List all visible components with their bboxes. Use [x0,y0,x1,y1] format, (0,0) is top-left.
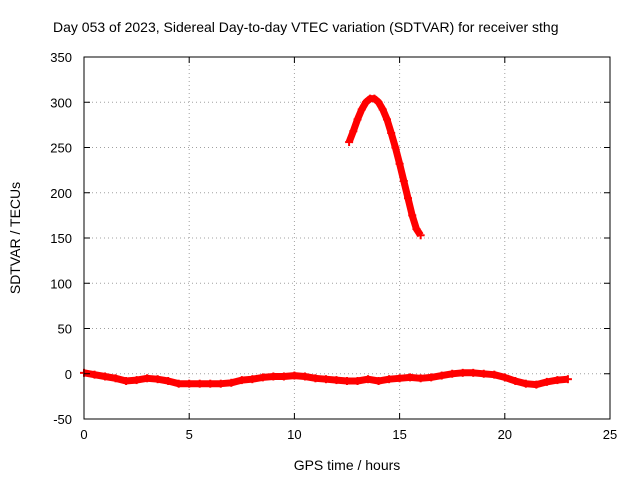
data-point [153,375,162,384]
data-point [300,372,309,381]
data-point [391,143,400,152]
data-layer [80,94,572,389]
data-point [511,376,520,385]
data-point [500,373,509,382]
y-axis-label: SDTVAR / TECUs [7,182,23,294]
data-point [427,373,436,382]
y-tick-label: 300 [50,95,72,110]
data-point [345,138,354,147]
data-point [437,371,446,380]
data-point [374,376,383,385]
y-tick-label: 350 [50,50,72,65]
data-point [416,231,425,240]
y-tick-label: 50 [58,322,72,337]
data-point [164,376,173,385]
data-point [521,379,530,388]
chart-title: Day 053 of 2023, Sidereal Day-to-day VTE… [53,19,559,35]
data-point [248,375,257,384]
plot-frame [83,56,611,420]
y-tick-label: 250 [50,141,72,156]
data-point [349,127,358,136]
data-point [408,211,417,220]
data-point [185,379,194,388]
data-point [258,373,267,382]
data-point [279,372,288,381]
y-tick-label: 200 [50,186,72,201]
data-point [370,94,379,103]
data-point [361,98,370,107]
data-point [332,376,341,385]
y-tick-label: 0 [65,367,72,382]
data-point [412,224,421,233]
data-point [532,380,541,389]
data-point [395,159,404,168]
data-point [374,98,383,107]
y-tick-label: 150 [50,231,72,246]
data-point [364,375,373,384]
x-tick-label: 15 [392,427,406,442]
data-point [399,176,408,185]
data-point [553,376,562,385]
data-point [143,374,152,383]
data-point [195,379,204,388]
data-point [448,369,457,378]
data-point [290,371,299,380]
data-point [237,376,246,385]
tick-layer: 0 5 10 15 20 25 -50 0 50 100 150 200 250 300 350 [50,50,617,442]
data-point [122,376,131,385]
data-point [227,378,236,387]
data-point [216,379,225,388]
data-point [343,376,351,385]
data-point [458,368,467,377]
grid-layer [84,57,610,419]
data-point [395,374,404,383]
x-axis-label: GPS time / hours [294,457,401,473]
data-point [353,115,362,124]
data-point [542,377,551,386]
data-point [563,375,572,384]
x-tick-label: 10 [287,427,301,442]
data-point [382,115,391,124]
x-tick-label: 20 [498,427,512,442]
data-point [490,370,499,379]
data-point [111,374,120,383]
data-point [353,376,362,385]
data-point [101,372,110,381]
data-point [385,375,394,384]
x-tick-label: 25 [603,427,617,442]
data-point [269,372,278,381]
data-point [378,105,387,114]
data-point [404,194,413,203]
y-tick-label: 100 [50,276,72,291]
data-point [321,375,330,384]
data-point [416,374,425,383]
data-point [406,373,415,382]
data-point [132,376,141,385]
data-point [387,129,396,138]
data-point [357,105,366,114]
data-point [479,369,488,378]
data-point [469,368,478,377]
y-tick-label: -50 [53,412,72,427]
data-point [90,370,99,379]
data-point [174,379,183,388]
data-point [206,379,215,388]
x-tick-label: 0 [80,427,87,442]
data-point [311,374,320,383]
x-tick-label: 5 [186,427,193,442]
